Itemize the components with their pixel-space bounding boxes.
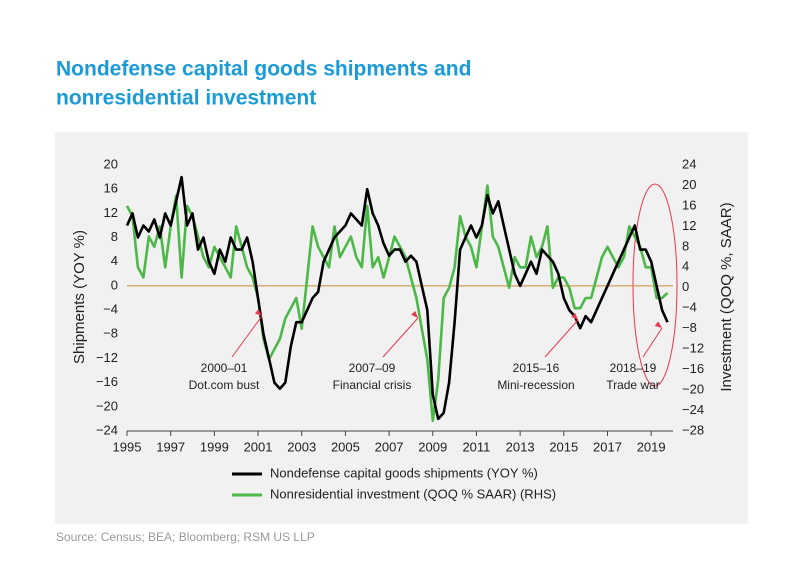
chart-panel [55,132,748,524]
x-tick-label: 2011 [462,439,490,454]
y2-tick-label: −28 [682,422,704,437]
y2-tick-label: 16 [682,197,696,212]
y-tick-label: −24 [96,422,118,437]
annotation-arrow [382,317,419,358]
y2-tick-label: −4 [682,300,697,315]
y2-tick-label: −12 [682,341,704,356]
source: Source: Census; BEA; Bloomberg; RSM US L… [56,530,315,544]
y2-tick-label: −20 [682,382,704,397]
x-tick-label: 2005 [331,439,360,454]
annotation: 2000–01 [201,361,248,375]
y-tick-label: 16 [104,181,118,196]
arrow-head [254,309,262,316]
annotation: Mini-recession [497,378,574,392]
y-tick-label: −16 [96,374,118,389]
x-tick-label: 2007 [375,439,404,454]
chart-subtitle: nonresidential investment [56,87,316,110]
y2-tick-label: 20 [682,177,696,192]
annotation-arrow [231,315,263,358]
annotation: 2018–19 [610,361,657,375]
series-line [125,175,669,421]
y2-tick-label: −8 [682,320,697,335]
y-tick-label: 0 [111,277,118,292]
x-tick-label: 2001 [244,439,273,454]
y2-tick-label: −16 [682,361,704,376]
annotation: 2015–16 [513,361,560,375]
y2-tick-label: 8 [682,238,689,253]
legend-label: Nonresidential investment (QOQ % SAAR) (… [270,486,556,501]
y-tick-label: −20 [96,398,118,413]
y-axis-label: Shipments (YOY %) [71,230,88,364]
chart-title: Nondefense capital goods shipments and [56,58,471,81]
x-tick-label: 2003 [287,439,316,454]
y-tick-label: −8 [103,326,118,341]
annotation: Dot.com bust [189,378,260,392]
x-tick-label: 2015 [549,439,578,454]
arrow-head [654,321,662,328]
y2-tick-label: 12 [682,218,696,233]
y2-tick-label: 0 [682,279,689,294]
y-tick-label: −4 [103,302,118,317]
highlight-ellipse [632,183,678,387]
y2-tick-label: −24 [682,402,704,417]
y-tick-label: 20 [104,156,118,171]
x-tick-label: 1997 [156,439,185,454]
annotation-arrow [642,327,663,358]
arrow-head [411,310,418,318]
y-tick-label: 8 [111,229,118,244]
x-tick-label: 1999 [200,439,229,454]
series-line [125,184,669,423]
y-tick-label: 12 [104,205,118,220]
arrow-head [571,312,578,320]
y-tick-label: −12 [96,350,118,365]
y2-tick-label: 4 [682,259,689,274]
y2-axis-label: Investment (QOQ %, SAAR) [718,202,735,391]
annotation: Financial crisis [333,378,412,392]
legend-label: Nondefense capital goods shipments (YOY … [270,465,538,480]
annotation: 2007–09 [349,361,396,375]
annotation: Trade war [606,378,660,392]
x-tick-label: 2017 [593,439,622,454]
x-tick-label: 2009 [418,439,447,454]
x-tick-label: 2013 [506,439,535,454]
x-tick-label: 2019 [637,439,666,454]
x-tick-label: 1995 [113,439,142,454]
y2-tick-label: 24 [682,156,696,171]
annotation-arrow [544,319,579,358]
y-tick-label: 4 [111,253,118,268]
